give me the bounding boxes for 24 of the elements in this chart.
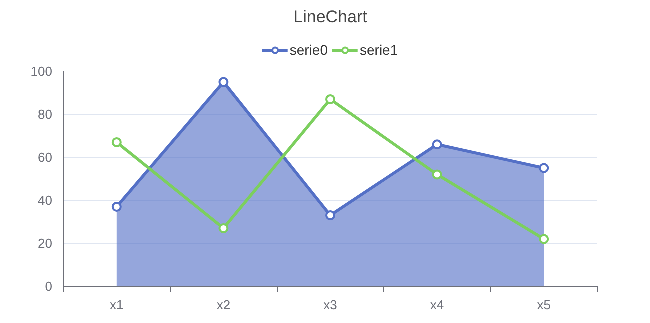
legend-label: serie1	[360, 42, 398, 58]
point	[112, 137, 122, 148]
y-tick-label: 40	[38, 193, 53, 208]
y-tick-label: 60	[38, 150, 53, 165]
point	[432, 140, 442, 150]
point	[539, 163, 550, 174]
point	[112, 202, 122, 212]
y-tick-label: 0	[45, 279, 53, 294]
chart-title: LineChart	[294, 8, 368, 26]
legend-label: serie0	[290, 42, 328, 58]
x-tick-label: x3	[324, 298, 338, 312]
point	[326, 210, 336, 221]
point	[539, 234, 550, 244]
x-tick-label: x2	[216, 298, 231, 312]
point	[326, 94, 336, 104]
y-tick-label: 100	[30, 64, 53, 79]
x-tick-label: x1	[110, 298, 124, 312]
x-tick-label: x5	[537, 298, 551, 312]
point	[218, 223, 229, 234]
y-tick-label: 80	[38, 107, 53, 122]
point	[432, 170, 442, 180]
point	[218, 77, 229, 88]
y-tick-label: 20	[38, 236, 53, 251]
x-tick-label: x4	[430, 298, 444, 312]
